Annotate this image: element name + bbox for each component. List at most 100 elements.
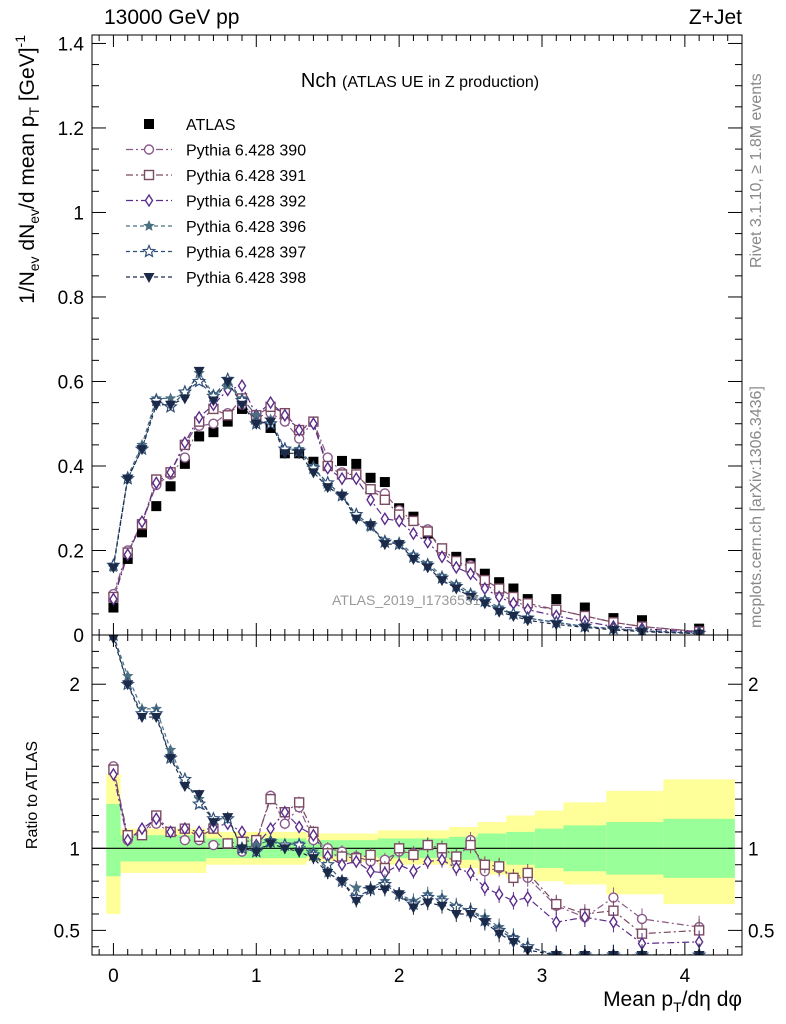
ratio-point-2: [523, 890, 533, 905]
legend-label-3: Pythia 6.428 392: [186, 194, 306, 211]
y-tick-label: 0.4: [58, 457, 85, 478]
ratio-point-5: [422, 898, 434, 909]
main-panel-series: [106, 366, 707, 635]
ratio-point-5: [179, 781, 191, 792]
legend-marker-4: [143, 220, 155, 231]
data-point-6: [236, 400, 248, 411]
data-point-6: [150, 400, 162, 411]
band-inner-segment: [477, 833, 507, 862]
data-point-6: [179, 394, 191, 405]
data-point-0: [637, 615, 647, 626]
data-point-0: [337, 455, 347, 466]
data-point-6: [479, 599, 491, 610]
legend-label-4: Pythia 6.428 396: [186, 219, 306, 236]
data-point-0: [551, 594, 562, 605]
ratio-point-5: [493, 929, 505, 940]
data-point-0: [365, 472, 376, 483]
ratio-point-5: [250, 847, 262, 858]
data-point-3: [151, 476, 161, 490]
ratio-point-5: [207, 818, 219, 829]
data-point-6: [293, 449, 305, 460]
data-point-3: [337, 471, 347, 486]
data-point-5: [191, 373, 207, 388]
ratio-point-5: [350, 896, 362, 907]
data-point-3: [466, 566, 475, 581]
ratio-point-5: [236, 844, 248, 855]
ratio-point-5: [293, 847, 305, 858]
data-point-1: [179, 452, 191, 463]
band-inner-segment: [106, 804, 121, 877]
data-point-3: [294, 423, 304, 437]
data-point-3: [266, 395, 275, 410]
ratio-point-5: [379, 885, 391, 896]
ratio-point-5: [279, 844, 291, 855]
data-point-0: [151, 501, 162, 512]
legend-marker-0: [144, 119, 154, 129]
data-point-3: [366, 492, 375, 507]
ratio-point-5: [450, 909, 462, 920]
data-point-3: [166, 465, 175, 480]
data-point-6: [465, 592, 477, 603]
ratio-point-1: [465, 839, 476, 851]
ratio-point-1: [222, 838, 233, 849]
ratio-point-5: [322, 868, 334, 879]
y-tick-label: 0.8: [58, 288, 84, 309]
ratio-y-tick-label-left: 2: [69, 675, 80, 696]
ratio-point-5: [136, 713, 148, 724]
ratio-point-2: [451, 861, 461, 875]
y-tick-label: 0.6: [58, 372, 84, 393]
data-point-6: [550, 620, 562, 631]
ratio-point-5: [407, 903, 419, 914]
data-point-6: [379, 540, 391, 551]
data-point-6: [507, 611, 519, 622]
ratio-point-2: [351, 854, 361, 869]
ratio-point-1: [522, 867, 533, 879]
data-point-6: [336, 491, 348, 502]
data-point-0: [194, 431, 205, 442]
ratio-point-2: [466, 866, 475, 880]
legend-label-5: Pythia 6.428 397: [186, 245, 306, 262]
ratio-point-2: [180, 821, 190, 836]
legend-marker-6: [143, 273, 155, 283]
ratio-point-2: [166, 825, 175, 839]
data-point-2: [222, 410, 233, 421]
analysis-watermark: ATLAS_2019_I1736531: [332, 592, 481, 608]
ratio-panel-series: [108, 635, 707, 955]
data-point-4: [164, 392, 177, 404]
ratio-point-1: [422, 839, 433, 851]
data-point-6: [422, 563, 434, 574]
ratio-point-0: [279, 818, 291, 829]
data-point-0: [479, 568, 490, 579]
ratio-y-tick-label-left: 1: [69, 839, 80, 860]
ratio-point-5: [507, 937, 519, 948]
data-point-1: [322, 452, 333, 463]
data-point-3: [380, 511, 390, 526]
ratio-point-2: [551, 915, 561, 929]
ratio-point-1: [293, 797, 305, 808]
ratio-point-1: [393, 843, 405, 854]
ratio-point-2: [509, 894, 518, 908]
data-point-3: [194, 410, 204, 425]
y-tick-label: 0: [73, 626, 84, 647]
ratio-point-5: [307, 854, 319, 865]
ratio-point-1: [451, 851, 462, 862]
ratio-point-5: [265, 839, 277, 850]
data-point-6: [307, 468, 319, 479]
data-point-3: [323, 461, 333, 475]
ratio-y-tick-label-right: 2: [748, 675, 759, 696]
ratio-point-1: [479, 859, 491, 870]
ratio-point-1: [551, 898, 562, 910]
ratio-point-2: [423, 854, 433, 869]
ratio-point-5: [479, 918, 491, 929]
ratio-point-1: [408, 849, 419, 861]
ratio-point-2: [123, 833, 133, 847]
data-point-6: [493, 607, 505, 618]
data-point-6: [350, 514, 362, 525]
data-point-6: [222, 377, 234, 388]
ratio-y-tick-label-right: 0.5: [748, 921, 774, 942]
ratio-point-2: [109, 767, 118, 782]
data-point-0: [579, 602, 590, 613]
data-point-0: [265, 422, 276, 433]
ratio-point-2: [151, 811, 161, 826]
